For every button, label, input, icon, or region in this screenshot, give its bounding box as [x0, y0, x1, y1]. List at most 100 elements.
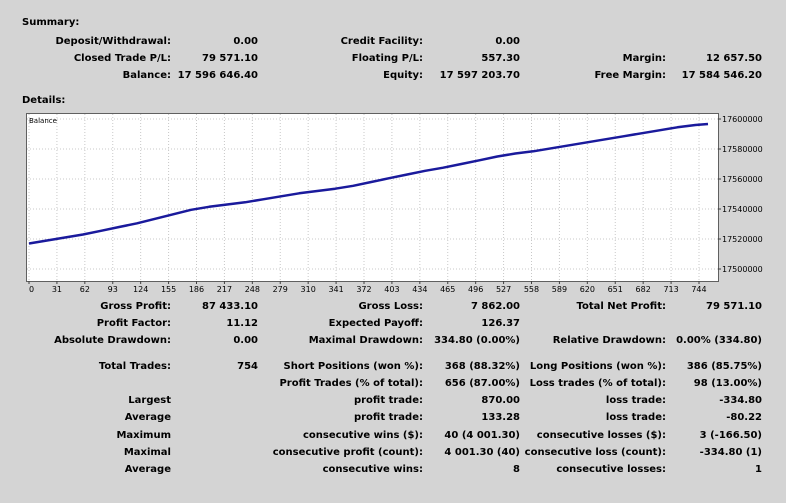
chart-x-tick-label: 31 [52, 285, 62, 294]
balance-label: Balance: [122, 70, 171, 81]
average-label: Average [124, 412, 171, 423]
chart-x-tick-label: 651 [608, 285, 623, 294]
largest-profit-trade-value: 870.00 [481, 395, 520, 406]
chart-x-tick-label: 434 [412, 285, 427, 294]
maximal-consecutive-profit-label: consecutive profit (count): [272, 447, 423, 458]
chart-x-tick-label: 713 [663, 285, 678, 294]
short-positions-label: Short Positions (won %): [283, 361, 423, 372]
total-trades-value: 754 [237, 361, 258, 372]
chart-y-tick-label: 17500000 [722, 265, 763, 274]
loss-trades-value: 98 (13.00%) [693, 378, 762, 389]
maximal-consecutive-profit-value: 4 001.30 (40) [444, 447, 520, 458]
max-consecutive-losses-value: 3 (-166.50) [699, 430, 762, 441]
average-consecutive-label: Average [124, 464, 171, 475]
free-margin-label: Free Margin: [594, 70, 666, 81]
max-consecutive-wins-value: 40 (4 001.30) [444, 430, 520, 441]
equity-label: Equity: [383, 70, 423, 81]
closed-trade-pl-value: 79 571.10 [202, 53, 258, 64]
largest-loss-trade-value: -334.80 [719, 395, 762, 406]
average-profit-trade-label: profit trade: [353, 412, 423, 423]
average-loss-trade-label: loss trade: [605, 412, 666, 423]
balance-chart: 0 31 62 93 124 155 186 217 248 279 310 341 372 403 434… [26, 113, 766, 295]
gross-profit-label: Gross Profit: [100, 301, 171, 312]
chart-x-tick-label: 744 [691, 285, 706, 294]
total-net-profit-label: Total Net Profit: [576, 301, 666, 312]
deposit-withdrawal-value: 0.00 [233, 36, 258, 47]
margin-label: Margin: [622, 53, 666, 64]
profit-factor-label: Profit Factor: [96, 318, 171, 329]
long-positions-value: 386 (85.75%) [686, 361, 762, 372]
chart-plot-area [26, 113, 719, 282]
chart-x-tick-label: 93 [108, 285, 118, 294]
max-consecutive-losses-label: consecutive losses ($): [536, 430, 666, 441]
average-profit-trade-value: 133.28 [481, 412, 520, 423]
chart-x-tick-label: 372 [356, 285, 371, 294]
maximal-drawdown-value: 334.80 (0.00%) [434, 335, 520, 346]
maximal-consecutive-loss-label: consecutive loss (count): [524, 447, 666, 458]
deposit-withdrawal-label: Deposit/Withdrawal: [55, 36, 171, 47]
balance-value: 17 596 646.40 [177, 70, 258, 81]
chart-title: Balance [29, 117, 57, 125]
chart-x-tick-label: 155 [161, 285, 176, 294]
expected-payoff-label: Expected Payoff: [328, 318, 423, 329]
free-margin-value: 17 584 546.20 [681, 70, 762, 81]
credit-facility-value: 0.00 [495, 36, 520, 47]
gross-profit-value: 87 433.10 [202, 301, 258, 312]
profit-factor-value: 11.12 [226, 318, 258, 329]
floating-pl-label: Floating P/L: [351, 53, 423, 64]
largest-loss-trade-label: loss trade: [605, 395, 666, 406]
chart-y-tick-label: 17520000 [722, 235, 763, 244]
gross-loss-value: 7 862.00 [470, 301, 520, 312]
details-heading: Details: [22, 95, 66, 106]
chart-x-tick-label: 589 [552, 285, 567, 294]
profit-trades-value: 656 (87.00%) [444, 378, 520, 389]
average-consecutive-losses-value: 1 [755, 464, 762, 475]
chart-x-tick-label: 62 [80, 285, 90, 294]
equity-value: 17 597 203.70 [439, 70, 520, 81]
maximum-label: Maximum [116, 430, 171, 441]
average-consecutive-wins-value: 8 [513, 464, 520, 475]
largest-profit-trade-label: profit trade: [353, 395, 423, 406]
total-trades-label: Total Trades: [98, 361, 171, 372]
chart-x-tick-label: 403 [384, 285, 399, 294]
chart-y-tick-label: 17560000 [722, 175, 763, 184]
long-positions-label: Long Positions (won %): [529, 361, 666, 372]
absolute-drawdown-label: Absolute Drawdown: [54, 335, 171, 346]
average-consecutive-losses-label: consecutive losses: [556, 464, 666, 475]
chart-x-tick-label: 0 [29, 285, 34, 294]
chart-x-tick-label: 186 [189, 285, 204, 294]
total-net-profit-value: 79 571.10 [706, 301, 762, 312]
relative-drawdown-value: 0.00% (334.80) [676, 335, 762, 346]
chart-x-tick-label: 527 [496, 285, 511, 294]
largest-label: Largest [128, 395, 171, 406]
balance-line [28, 122, 709, 245]
balance-chart-svg: 0 31 62 93 124 155 186 217 248 279 310 341 372 403 434… [26, 113, 763, 294]
chart-x-tick-label: 248 [245, 285, 260, 294]
summary-heading: Summary: [22, 17, 80, 28]
average-consecutive-wins-label: consecutive wins: [322, 464, 423, 475]
chart-x-tick-label: 124 [133, 285, 148, 294]
expected-payoff-value: 126.37 [481, 318, 520, 329]
gross-loss-label: Gross Loss: [358, 301, 423, 312]
closed-trade-pl-label: Closed Trade P/L: [73, 53, 171, 64]
chart-y-tick-label: 17580000 [722, 145, 763, 154]
chart-x-tick-label: 682 [636, 285, 651, 294]
maximal-consecutive-loss-value: -334.80 (1) [699, 447, 762, 458]
maximal-label: Maximal [123, 447, 171, 458]
chart-x-tick-label: 465 [440, 285, 455, 294]
floating-pl-value: 557.30 [481, 53, 520, 64]
chart-x-tick-label: 279 [273, 285, 288, 294]
chart-x-tick-label: 496 [468, 285, 483, 294]
margin-value: 12 657.50 [706, 53, 762, 64]
chart-x-tick-label: 310 [301, 285, 316, 294]
chart-x-tick-label: 558 [524, 285, 539, 294]
profit-trades-label: Profit Trades (% of total): [279, 378, 423, 389]
chart-y-tick-label: 17600000 [722, 115, 763, 124]
chart-x-tick-label: 620 [580, 285, 595, 294]
max-consecutive-wins-label: consecutive wins ($): [302, 430, 423, 441]
chart-x-tick-label: 217 [217, 285, 232, 294]
short-positions-value: 368 (88.32%) [444, 361, 520, 372]
relative-drawdown-label: Relative Drawdown: [552, 335, 666, 346]
maximal-drawdown-label: Maximal Drawdown: [308, 335, 423, 346]
credit-facility-label: Credit Facility: [340, 36, 423, 47]
